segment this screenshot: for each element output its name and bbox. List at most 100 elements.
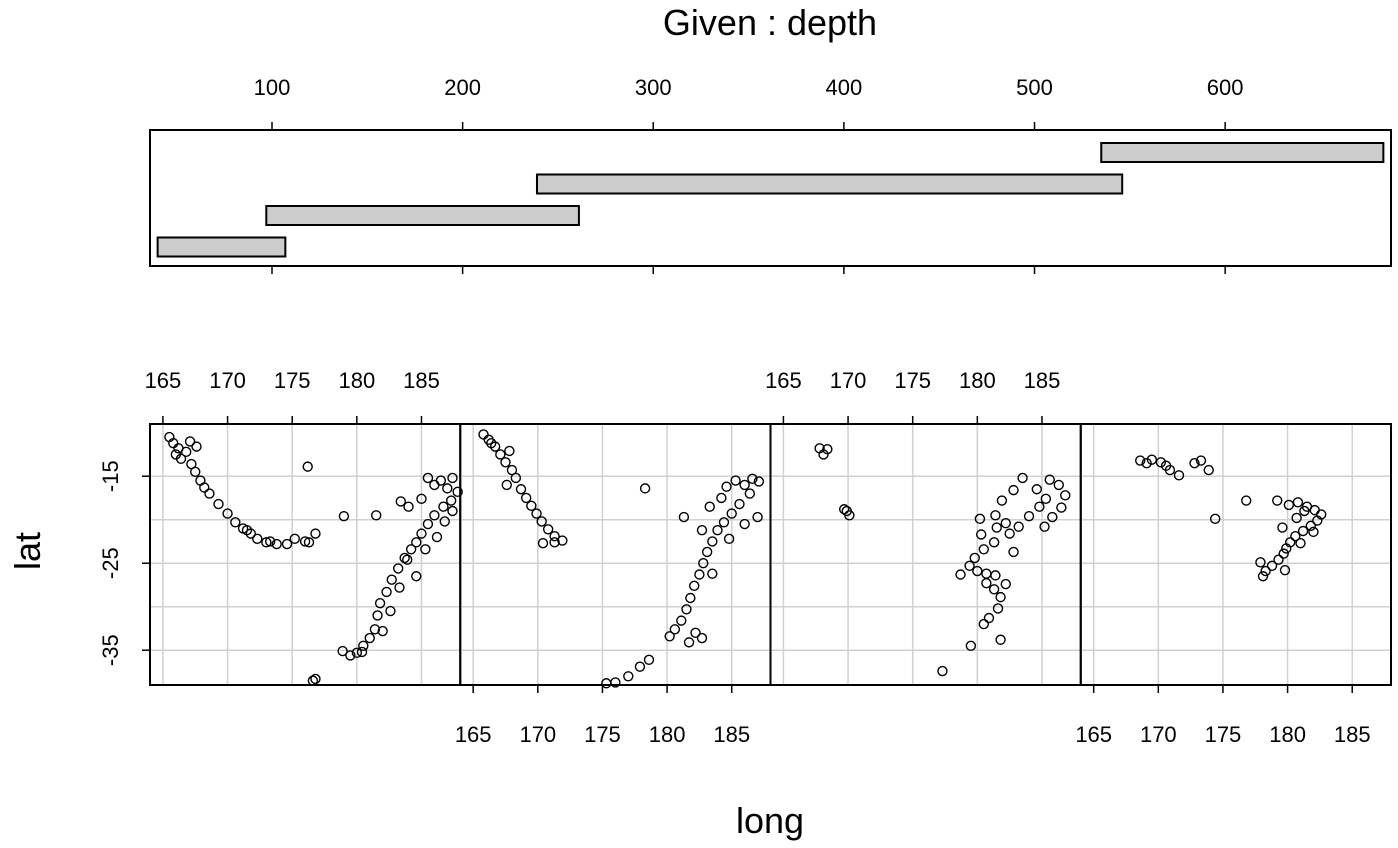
- data-point: [1297, 525, 1309, 537]
- given-interval-bar: [265, 205, 580, 226]
- data-point: [1241, 495, 1252, 506]
- panel-frame: [459, 423, 772, 686]
- data-point: [452, 486, 463, 498]
- data-point: [995, 591, 1006, 603]
- data-point: [669, 624, 681, 635]
- given-tick-label: 400: [826, 75, 863, 100]
- data-point: [439, 516, 450, 527]
- data-point: [515, 484, 527, 495]
- x-tick-label: 170: [830, 368, 867, 393]
- data-point: [438, 501, 449, 512]
- panel-frame: [1079, 423, 1392, 686]
- data-point: [252, 533, 263, 545]
- data-point: [531, 508, 542, 519]
- data-point: [991, 522, 1002, 533]
- data-point: [1056, 502, 1067, 513]
- data-point: [623, 671, 634, 682]
- data-point: [1255, 557, 1266, 568]
- data-point: [175, 453, 187, 464]
- data-point: [988, 584, 1000, 595]
- data-point: [698, 558, 709, 569]
- data-point: [838, 504, 850, 515]
- data-point: [1017, 472, 1028, 484]
- data-point: [1266, 560, 1278, 572]
- data-point: [371, 510, 382, 521]
- data-point: [841, 505, 852, 517]
- data-point: [429, 510, 440, 521]
- data-point: [1008, 546, 1019, 558]
- data-point: [744, 488, 756, 499]
- data-point: [500, 457, 511, 468]
- data-point: [299, 536, 311, 547]
- data-point: [678, 511, 690, 523]
- data-point: [739, 479, 750, 491]
- chart-title: Given : depth: [662, 2, 878, 43]
- data-point: [1008, 484, 1019, 496]
- x-tick-label: 180: [338, 368, 375, 393]
- data-point: [1290, 531, 1301, 542]
- data-point: [168, 437, 179, 449]
- given-panel-frame: [149, 129, 1392, 267]
- data-point: [683, 637, 695, 648]
- data-point: [1309, 504, 1320, 516]
- data-point: [422, 472, 434, 484]
- x-tick-label: 185: [713, 722, 750, 747]
- data-point: [976, 529, 987, 540]
- data-point: [431, 531, 443, 543]
- data-point: [1141, 457, 1152, 469]
- data-point: [180, 446, 192, 458]
- data-point: [1305, 520, 1317, 531]
- x-tick-label: 165: [145, 368, 182, 393]
- data-point: [526, 500, 537, 511]
- data-point: [696, 524, 708, 536]
- data-point: [747, 473, 758, 485]
- data-point: [542, 524, 554, 535]
- data-point: [303, 537, 315, 548]
- data-point: [685, 592, 696, 604]
- data-point: [495, 449, 506, 460]
- x-tick-label: 175: [894, 368, 931, 393]
- data-point: [694, 569, 705, 580]
- data-point: [1189, 457, 1200, 469]
- data-point: [696, 632, 708, 644]
- data-point: [1281, 543, 1292, 554]
- x-tick-label: 185: [1024, 368, 1061, 393]
- data-point: [386, 574, 397, 585]
- data-point: [191, 441, 202, 452]
- data-point: [549, 537, 560, 548]
- data-point: [1155, 457, 1167, 468]
- data-point: [385, 605, 396, 617]
- data-point: [721, 481, 732, 492]
- data-point: [184, 436, 196, 447]
- data-point: [1277, 522, 1288, 533]
- data-point: [501, 479, 512, 491]
- data-point: [395, 496, 406, 507]
- data-point: [1295, 537, 1306, 549]
- data-point: [369, 624, 381, 635]
- x-tick-label: 175: [584, 722, 621, 747]
- data-point: [510, 472, 522, 484]
- data-point: [1291, 512, 1302, 524]
- data-point: [965, 640, 977, 652]
- data-point: [411, 537, 422, 548]
- data-point: [281, 538, 293, 550]
- data-point: [289, 533, 300, 545]
- data-point: [988, 537, 1000, 548]
- y-tick-label: -15: [98, 460, 123, 492]
- data-point: [520, 492, 532, 504]
- data-point: [726, 508, 737, 519]
- data-point: [358, 640, 369, 652]
- data-point: [1040, 493, 1052, 505]
- data-point: [265, 536, 276, 547]
- data-point: [643, 654, 655, 665]
- x-tick-label: 185: [1334, 722, 1371, 747]
- data-point: [718, 517, 730, 528]
- data-point: [504, 445, 515, 457]
- data-point: [1173, 470, 1185, 481]
- data-point: [204, 488, 215, 499]
- data-point: [707, 568, 718, 579]
- given-tick-label: 100: [254, 75, 291, 100]
- data-point: [689, 580, 700, 592]
- data-point: [1312, 515, 1323, 526]
